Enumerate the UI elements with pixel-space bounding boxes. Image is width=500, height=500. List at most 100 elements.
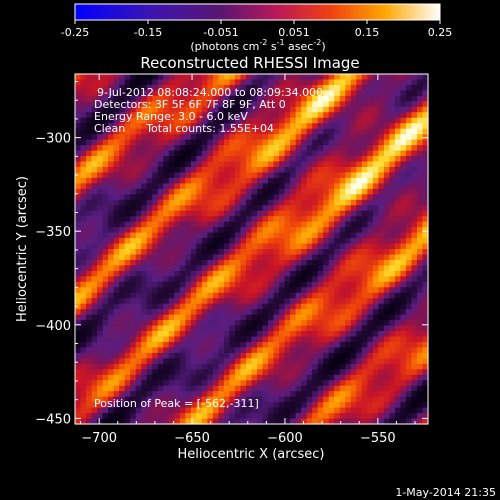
heatmap-cell — [422, 391, 429, 398]
heatmap-cell — [367, 336, 374, 343]
heatmap-cell — [257, 320, 264, 327]
heatmap-cell — [279, 145, 286, 152]
heatmap-cell — [378, 358, 385, 365]
heatmap-cell — [201, 210, 208, 217]
heatmap-cell — [378, 232, 385, 239]
heatmap-cell — [279, 150, 286, 157]
y-tick-label: −400 — [35, 319, 71, 334]
heatmap-cell — [312, 128, 319, 135]
heatmap-cell — [268, 249, 275, 256]
heatmap-cell — [416, 199, 424, 206]
heatmap-cell — [372, 90, 379, 97]
heatmap-cell — [279, 199, 286, 206]
heatmap-cell — [80, 161, 87, 168]
heatmap-cell — [334, 418, 341, 425]
heatmap-cell — [201, 166, 208, 174]
heatmap-cell — [312, 391, 319, 398]
heatmap-cell — [301, 341, 308, 349]
heatmap-cell — [185, 320, 192, 327]
heatmap-cell — [306, 380, 313, 387]
heatmap-cell — [251, 336, 258, 343]
heatmap-cell — [416, 320, 424, 327]
heatmap-cell — [168, 117, 175, 124]
heatmap-cell — [174, 117, 181, 124]
heatmap-cell — [257, 385, 264, 392]
heatmap-cell — [306, 298, 313, 305]
heatmap-cell — [201, 145, 208, 152]
heatmap-cell — [367, 112, 374, 119]
heatmap-cell — [339, 227, 346, 234]
heatmap-cell — [152, 309, 159, 316]
heatmap-cell — [240, 84, 247, 92]
heatmap-cell — [361, 221, 368, 228]
heatmap-cell — [306, 117, 313, 124]
heatmap-cell — [234, 194, 242, 201]
heatmap-cell — [312, 396, 319, 403]
heatmap-cell — [339, 112, 346, 119]
heatmap-cell — [268, 117, 275, 124]
heatmap-cell — [185, 396, 192, 403]
heatmap-cell — [345, 199, 352, 206]
heatmap-cell — [356, 336, 363, 343]
heatmap-cell — [212, 402, 220, 409]
heatmap-cell — [196, 325, 203, 332]
heatmap-cell — [174, 128, 181, 135]
heatmap-cell — [367, 259, 374, 267]
heatmap-cell — [345, 347, 352, 354]
heatmap-cell — [356, 292, 363, 299]
heatmap-cell — [146, 336, 153, 343]
heatmap-cell — [312, 188, 319, 195]
heatmap-cell — [135, 249, 142, 256]
heatmap-cell — [174, 238, 181, 245]
heatmap-cell — [339, 331, 346, 338]
heatmap-cell — [223, 298, 231, 305]
heatmap-cell — [350, 134, 357, 141]
heatmap-cell — [405, 303, 413, 310]
heatmap-cell — [394, 101, 402, 108]
heatmap-cell — [328, 117, 335, 124]
heatmap-cell — [80, 172, 87, 179]
heatmap-cell — [102, 117, 109, 124]
heatmap-cell — [240, 358, 247, 365]
heatmap-cell — [378, 391, 385, 398]
heatmap-cell — [196, 134, 203, 141]
heatmap-cell — [234, 259, 242, 267]
heatmap-cell — [378, 298, 385, 305]
heatmap-cell — [146, 172, 153, 179]
heatmap-cell — [86, 74, 93, 81]
heatmap-cell — [268, 374, 275, 381]
heatmap-cell — [80, 292, 87, 299]
heatmap-cell — [339, 309, 346, 316]
heatmap-cell — [411, 156, 418, 163]
heatmap-cell — [130, 123, 137, 130]
heatmap-cell — [152, 84, 159, 92]
heatmap-cell — [207, 95, 214, 102]
heatmap-cell — [234, 254, 242, 261]
heatmap-cell — [185, 238, 192, 245]
heatmap-cell — [317, 352, 324, 359]
heatmap-cell — [378, 287, 385, 294]
heatmap-cell — [317, 303, 324, 310]
heatmap-cell — [185, 166, 192, 174]
heatmap-cell — [179, 303, 186, 310]
heatmap-cell — [405, 418, 413, 425]
heatmap-cell — [218, 243, 225, 250]
heatmap-cell — [130, 117, 137, 124]
heatmap-cell — [323, 74, 330, 81]
heatmap-cell — [378, 238, 385, 245]
heatmap-cell — [212, 314, 220, 321]
heatmap-cell — [240, 374, 247, 381]
heatmap-cell — [405, 232, 413, 239]
heatmap-cell — [201, 238, 208, 245]
heatmap-cell — [306, 347, 313, 354]
heatmap-cell — [108, 254, 115, 261]
heatmap-cell — [290, 341, 297, 349]
heatmap-cell — [422, 238, 429, 245]
heatmap-cell — [86, 374, 93, 381]
heatmap-cell — [268, 145, 275, 152]
heatmap-cell — [218, 341, 225, 349]
heatmap-cell — [334, 172, 341, 179]
heatmap-cell — [416, 249, 424, 256]
heatmap-cell — [113, 331, 120, 338]
heatmap-cell — [201, 402, 208, 409]
